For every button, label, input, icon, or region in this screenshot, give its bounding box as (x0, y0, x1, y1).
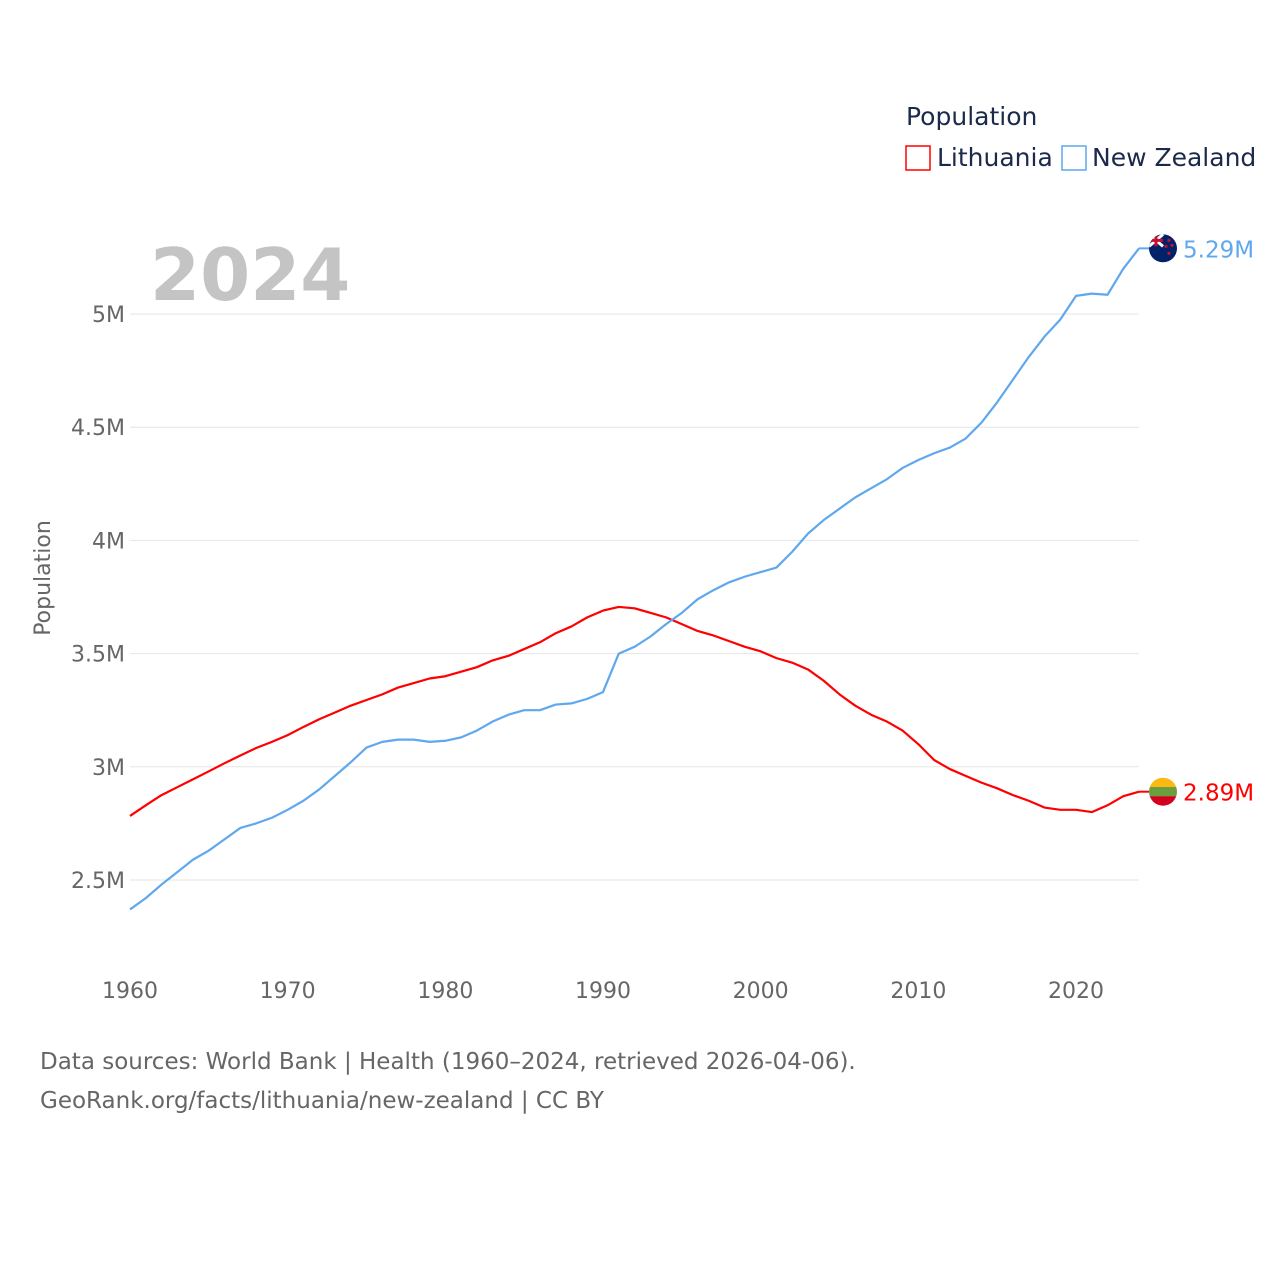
legend-label-lithuania[interactable]: Lithuania (937, 143, 1053, 172)
legend-swatch-new-zealand[interactable] (1061, 145, 1087, 171)
grid (130, 313, 1139, 881)
x-axis: 1960 1970 1980 1990 2000 2010 2020 (102, 979, 1104, 1004)
x-tick-label: 1960 (102, 979, 158, 1004)
flag-lithuania-icon (1149, 777, 1177, 806)
footer-sources: Data sources: World Bank | Health (1960–… (40, 1049, 856, 1075)
x-tick-label: 1990 (575, 979, 631, 1004)
legend: Population Lithuania New Zealand (905, 102, 1256, 172)
y-tick-label: 4M (92, 529, 125, 554)
y-tick-label: 3.5M (71, 643, 125, 668)
y-axis-label: Population (31, 520, 56, 636)
legend-title: Population (906, 102, 1037, 131)
series-lines: 2.89M 5.29M (129, 234, 1254, 911)
end-label-lithuania: 2.89M (1183, 781, 1254, 807)
line-new-zealand (129, 247, 1140, 911)
line-lithuania (129, 605, 1140, 817)
footer-link[interactable]: GeoRank.org/facts/lithuania/new-zealand … (40, 1088, 605, 1114)
legend-swatch-lithuania[interactable] (905, 145, 931, 171)
year-label: 2024 (150, 233, 350, 317)
flag-new-zealand-icon (1149, 234, 1177, 263)
y-tick-label: 5M (92, 303, 125, 328)
y-tick-label: 3M (92, 756, 125, 781)
end-label-new-zealand: 5.29M (1183, 237, 1254, 263)
y-axis: 2.5M 3M 3.5M 4M 4.5M 5M (71, 303, 125, 894)
y-tick-label: 2.5M (71, 869, 125, 894)
x-tick-label: 1970 (260, 979, 316, 1004)
x-tick-label: 2000 (733, 979, 789, 1004)
legend-label-new-zealand[interactable]: New Zealand (1092, 143, 1256, 172)
y-tick-label: 4.5M (71, 416, 125, 441)
x-tick-label: 1980 (417, 979, 473, 1004)
x-tick-label: 2010 (890, 979, 946, 1004)
x-tick-label: 2020 (1048, 979, 1104, 1004)
